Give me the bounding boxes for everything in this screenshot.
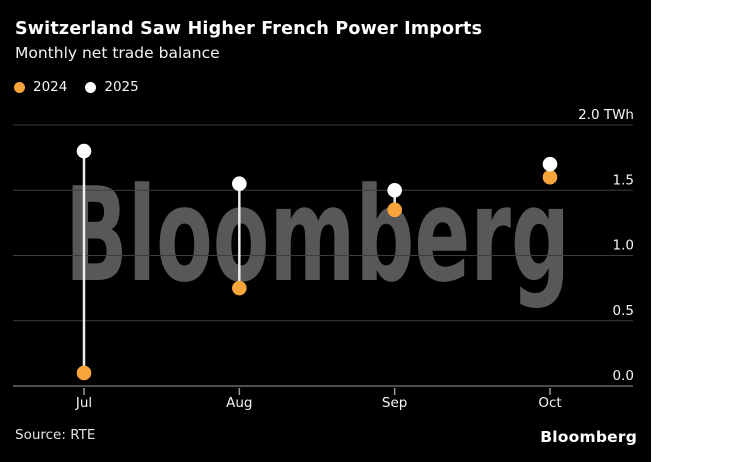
chart-subtitle: Monthly net trade balance bbox=[15, 43, 220, 62]
chart-header: Switzerland Saw Higher French Power Impo… bbox=[15, 19, 641, 62]
watermark-text: Bloomberg bbox=[65, 159, 570, 311]
data-point-2024-oct bbox=[542, 169, 558, 185]
bloomberg-logo: Bloomberg bbox=[540, 428, 637, 446]
data-point-2025-jul bbox=[76, 143, 92, 159]
legend-label-2025: 2025 bbox=[104, 79, 139, 95]
chart-panel: Bloomberg 0.0 0.5 1.0 1.5 2.0 TWh Jul Aug Sep Oct… bbox=[0, 0, 651, 462]
x-tick-label: Oct bbox=[538, 395, 561, 411]
x-tick-label: Aug bbox=[226, 395, 252, 411]
legend-label-2024: 2024 bbox=[33, 79, 68, 95]
legend-swatch-2025 bbox=[85, 81, 97, 93]
data-point-2025-aug bbox=[232, 176, 247, 192]
y-tick-label: 1.0 bbox=[613, 238, 634, 254]
y-tick-label: 0.5 bbox=[613, 303, 634, 319]
y-tick-label: 2.0 TWh bbox=[578, 107, 634, 123]
data-point-2024-sep bbox=[387, 202, 402, 218]
legend: 2024 2025 bbox=[14, 79, 139, 95]
source-note: Source: RTE bbox=[15, 427, 96, 443]
x-tick-label: Jul bbox=[75, 395, 92, 411]
data-point-2024-jul bbox=[76, 365, 92, 381]
y-tick-label: 1.5 bbox=[613, 172, 634, 188]
legend-item-2024: 2024 bbox=[14, 79, 67, 95]
x-tick-label: Sep bbox=[382, 395, 407, 411]
chart-title: Switzerland Saw Higher French Power Impo… bbox=[15, 19, 483, 39]
chart-svg: Bloomberg 0.0 0.5 1.0 1.5 2.0 TWh Jul Aug Sep Oct bbox=[13, 107, 634, 411]
legend-swatch-2024 bbox=[14, 81, 25, 93]
data-point-2024-aug bbox=[232, 280, 247, 296]
data-point-2025-oct bbox=[542, 156, 558, 172]
legend-item-2025: 2025 bbox=[85, 79, 139, 95]
data-point-2025-sep bbox=[387, 182, 402, 198]
y-tick-label: 0.0 bbox=[613, 368, 634, 384]
